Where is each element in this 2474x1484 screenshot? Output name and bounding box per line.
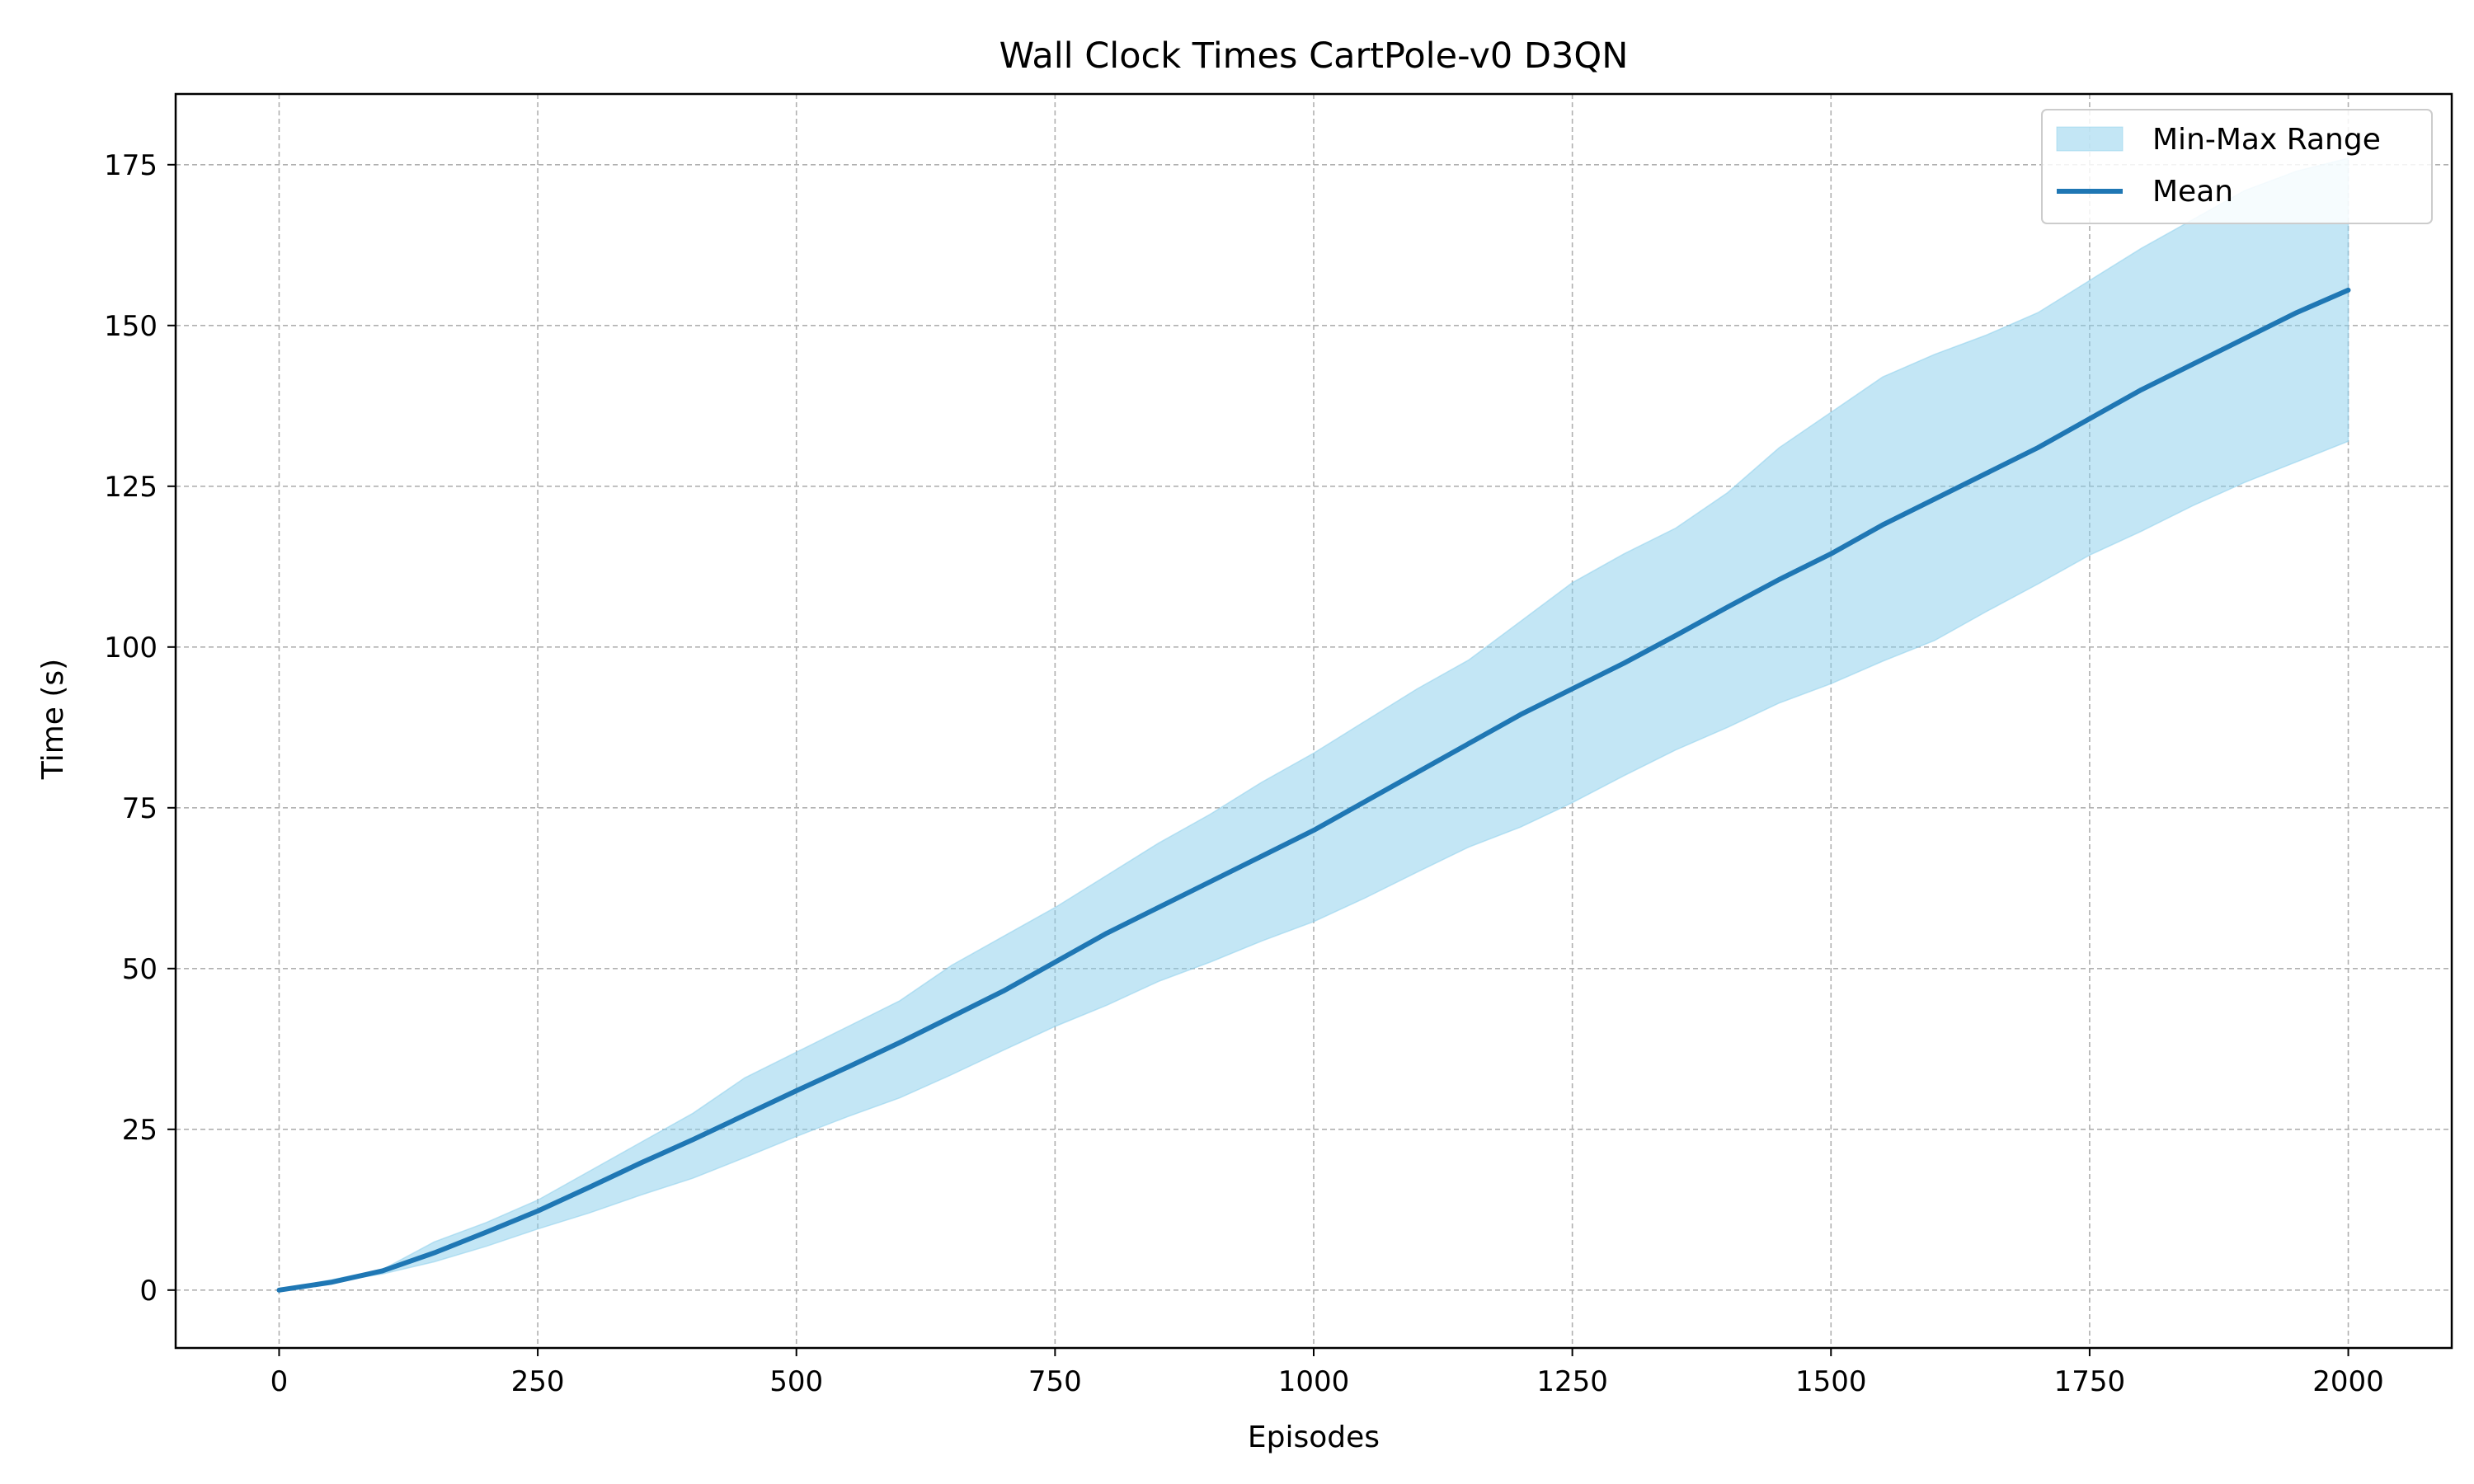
x-tick-label: 1000 — [1278, 1365, 1350, 1398]
mean-series-line — [276, 287, 2351, 1293]
y-tick-label: 75 — [122, 792, 158, 825]
y-tick-label: 125 — [104, 471, 158, 504]
y-axis-label: Time (s) — [36, 659, 70, 780]
x-tick-label: 500 — [769, 1365, 823, 1398]
legend: Min-Max Range Mean — [2041, 109, 2433, 224]
y-tick-label: 50 — [122, 953, 158, 986]
mean-line — [276, 287, 2351, 1293]
y-tick-label: 150 — [104, 310, 158, 343]
x-tick-label: 0 — [270, 1365, 289, 1398]
x-tick-label: 1750 — [2054, 1365, 2126, 1398]
chart-title: Wall Clock Times CartPole-v0 D3QN — [999, 35, 1629, 77]
legend-label-min-max-range: Min-Max Range — [2152, 123, 2381, 157]
y-tick-label: 25 — [122, 1114, 158, 1147]
x-axis-ticks: 0 250 500 750 1000 1250 1500 1750 2000 — [270, 1348, 2384, 1398]
legend-swatch-min-max-range — [2056, 126, 2124, 152]
legend-box — [2041, 109, 2433, 224]
x-axis-label: Episodes — [1248, 1421, 1380, 1454]
x-tick-label: 1250 — [1536, 1365, 1608, 1398]
min-max-range-area — [279, 157, 2349, 1291]
x-tick-label: 750 — [1028, 1365, 1082, 1398]
min-max-band — [279, 157, 2349, 1291]
x-tick-label: 250 — [511, 1365, 565, 1398]
y-tick-label: 175 — [104, 149, 158, 182]
y-tick-label: 0 — [139, 1275, 158, 1308]
y-tick-label: 100 — [104, 632, 158, 665]
legend-label-mean: Mean — [2152, 175, 2233, 209]
x-tick-label: 1500 — [1795, 1365, 1867, 1398]
y-axis-ticks: 0 25 50 75 100 125 150 175 — [104, 149, 176, 1308]
x-tick-label: 2000 — [2312, 1365, 2384, 1398]
